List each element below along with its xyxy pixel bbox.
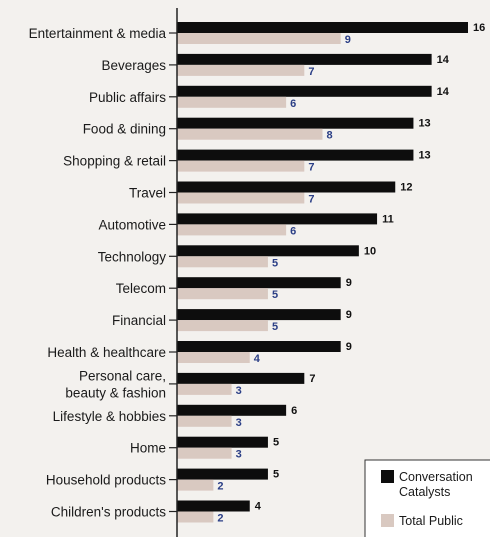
bar-total-public-entertainment-media <box>177 33 341 44</box>
value-label-conversation-catalysts-public-affairs: 14 <box>437 86 450 98</box>
value-label-total-public-children-s-products: 2 <box>217 513 223 525</box>
category-label-public-affairs: Public affairs <box>89 90 166 105</box>
value-label-conversation-catalysts-children-s-products: 4 <box>255 501 262 513</box>
bars-group: 16 9 14 7 14 6 13 8 13 7 12 7 11 6 10 5 9 5 9 5 9 4 7 3 6 3 5 3 5 2 4 2 <box>177 22 485 525</box>
category-label-entertainment-media: Entertainment & media <box>29 26 167 41</box>
category-label-financial: Financial <box>112 313 166 328</box>
value-label-total-public-public-affairs: 6 <box>290 98 296 110</box>
value-label-total-public-travel: 7 <box>308 194 314 206</box>
category-label-shopping-retail: Shopping & retail <box>63 154 166 169</box>
value-label-conversation-catalysts-financial: 9 <box>346 309 352 321</box>
bar-conversation-catalysts-technology <box>177 245 359 257</box>
legend-swatch-conversation-catalysts <box>381 470 394 483</box>
value-label-total-public-household-products: 2 <box>217 481 223 493</box>
bar-total-public-shopping-retail <box>177 160 305 172</box>
value-label-total-public-health-healthcare: 4 <box>254 353 261 365</box>
value-label-conversation-catalysts-telecom: 9 <box>346 277 352 289</box>
legend-label-conversation-catalysts: Conversation Catalysts <box>399 470 473 499</box>
value-label-conversation-catalysts-food-dining: 13 <box>418 118 430 130</box>
value-label-total-public-shopping-retail: 7 <box>308 162 314 174</box>
bar-total-public-health-healthcare <box>177 352 250 363</box>
bar-total-public-personal-care-beauty-fashion <box>177 383 232 395</box>
bar-total-public-travel <box>177 192 305 204</box>
category-label-home: Home <box>130 441 166 456</box>
value-label-conversation-catalysts-automotive: 11 <box>382 213 394 225</box>
category-label-household-products: Household products <box>46 473 166 488</box>
legend: Conversation Catalysts Total Public <box>364 459 490 537</box>
bar-conversation-catalysts-financial <box>177 309 341 321</box>
bar-total-public-public-affairs <box>177 96 287 108</box>
bar-total-public-automotive <box>177 224 287 236</box>
value-label-total-public-entertainment-media: 9 <box>345 34 351 46</box>
category-label-personal-care-beauty-fashion: Personal care, beauty & fashion <box>65 368 166 400</box>
value-label-total-public-automotive: 6 <box>290 225 296 237</box>
legend-swatch-total-public <box>381 514 394 527</box>
value-label-conversation-catalysts-personal-care-beauty-fashion: 7 <box>309 373 315 385</box>
bar-total-public-beverages <box>177 64 305 76</box>
bar-conversation-catalysts-food-dining <box>177 117 414 129</box>
bar-total-public-food-dining <box>177 128 323 140</box>
bar-total-public-technology <box>177 256 268 268</box>
bar-conversation-catalysts-lifestyle-hobbies <box>177 404 287 416</box>
bar-conversation-catalysts-telecom <box>177 277 341 289</box>
value-label-conversation-catalysts-shopping-retail: 13 <box>418 150 430 162</box>
value-label-conversation-catalysts-health-healthcare: 9 <box>346 341 352 353</box>
bar-conversation-catalysts-home <box>177 436 268 448</box>
category-label-telecom: Telecom <box>116 281 166 296</box>
value-label-conversation-catalysts-entertainment-media: 16 <box>473 22 485 34</box>
value-label-conversation-catalysts-lifestyle-hobbies: 6 <box>291 405 297 417</box>
value-label-total-public-financial: 5 <box>272 321 278 333</box>
value-label-total-public-home: 3 <box>236 449 242 461</box>
bar-conversation-catalysts-personal-care-beauty-fashion <box>177 372 305 384</box>
category-label-lifestyle-hobbies: Lifestyle & hobbies <box>53 409 167 424</box>
value-label-total-public-personal-care-beauty-fashion: 3 <box>236 385 242 397</box>
value-label-total-public-food-dining: 8 <box>327 130 333 142</box>
category-label-automotive: Automotive <box>98 217 166 232</box>
bar-total-public-household-products <box>177 479 214 491</box>
bar-conversation-catalysts-household-products <box>177 468 268 480</box>
legend-label-total-public: Total Public <box>399 514 463 528</box>
bar-conversation-catalysts-automotive <box>177 213 378 225</box>
bar-total-public-children-s-products <box>177 511 214 523</box>
value-label-total-public-lifestyle-hobbies: 3 <box>236 417 242 429</box>
value-label-conversation-catalysts-technology: 10 <box>364 245 376 257</box>
category-label-travel: Travel <box>129 186 166 201</box>
value-label-total-public-beverages: 7 <box>308 66 314 78</box>
value-label-total-public-telecom: 5 <box>272 289 278 301</box>
category-label-technology: Technology <box>98 249 167 264</box>
category-label-food-dining: Food & dining <box>83 122 166 137</box>
value-label-conversation-catalysts-home: 5 <box>273 437 279 449</box>
bar-conversation-catalysts-entertainment-media <box>177 22 468 33</box>
value-label-total-public-technology: 5 <box>272 257 278 269</box>
category-label-children-s-products: Children's products <box>51 505 166 520</box>
bar-conversation-catalysts-public-affairs <box>177 85 432 97</box>
category-label-beverages: Beverages <box>101 58 166 73</box>
bar-conversation-catalysts-shopping-retail <box>177 149 414 161</box>
category-labels: Entertainment & media Beverages Public aff… <box>29 26 177 520</box>
bar-conversation-catalysts-beverages <box>177 53 432 65</box>
value-label-conversation-catalysts-beverages: 14 <box>437 54 450 66</box>
value-label-conversation-catalysts-household-products: 5 <box>273 469 279 481</box>
bar-conversation-catalysts-children-s-products <box>177 500 250 512</box>
bar-total-public-telecom <box>177 288 268 300</box>
category-label-health-healthcare: Health & healthcare <box>47 345 166 360</box>
bar-total-public-financial <box>177 320 268 332</box>
bar-total-public-home <box>177 447 232 459</box>
bar-total-public-lifestyle-hobbies <box>177 415 232 427</box>
bar-conversation-catalysts-health-healthcare <box>177 341 341 352</box>
value-label-conversation-catalysts-travel: 12 <box>400 182 412 194</box>
bar-conversation-catalysts-travel <box>177 181 396 193</box>
